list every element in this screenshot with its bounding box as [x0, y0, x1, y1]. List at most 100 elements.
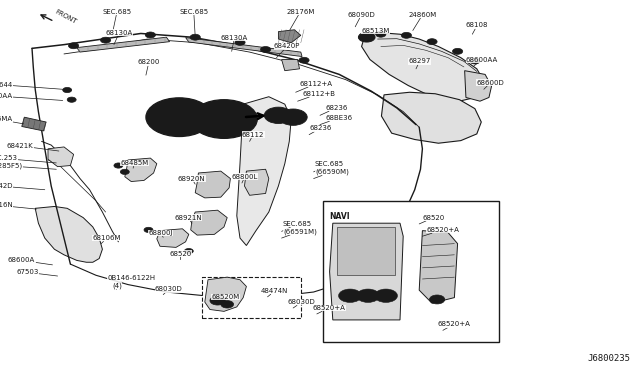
Text: 68108: 68108 [466, 22, 488, 34]
Circle shape [190, 34, 200, 40]
Text: 68421K: 68421K [6, 143, 59, 151]
Polygon shape [77, 37, 170, 52]
Text: 68520+A: 68520+A [422, 227, 459, 236]
Polygon shape [362, 33, 483, 102]
Text: 68030D: 68030D [288, 299, 316, 308]
Circle shape [221, 301, 234, 308]
Polygon shape [125, 158, 157, 182]
Circle shape [362, 35, 371, 40]
Bar [202, 277, 301, 318]
Text: 68106M: 68106M [93, 235, 122, 244]
Text: 67503: 67503 [16, 269, 58, 276]
Polygon shape [282, 60, 300, 71]
Polygon shape [330, 223, 403, 320]
Text: 68600D: 68600D [477, 80, 504, 89]
Circle shape [356, 289, 380, 302]
Text: 28176M: 28176M [286, 9, 314, 30]
Text: 68520: 68520 [170, 251, 192, 260]
Text: 68600AA: 68600AA [466, 57, 498, 66]
Text: 68520: 68520 [419, 215, 445, 224]
Polygon shape [244, 169, 269, 195]
Text: (66591M): (66591M) [282, 228, 317, 238]
Text: 68920N: 68920N [178, 176, 205, 184]
Text: 68130A: 68130A [221, 35, 248, 51]
Circle shape [427, 39, 437, 45]
Circle shape [145, 32, 156, 38]
Text: 68297: 68297 [408, 58, 431, 69]
Text: FRONT: FRONT [54, 9, 78, 25]
Polygon shape [337, 227, 395, 275]
Text: SEC.685: SEC.685 [102, 9, 132, 35]
Polygon shape [35, 206, 102, 262]
Text: 68030D: 68030D [155, 286, 182, 295]
Text: 68112+A: 68112+A [296, 81, 333, 92]
Text: 68800L: 68800L [232, 174, 258, 183]
Text: 48474N: 48474N [261, 288, 289, 297]
Text: SEC.685: SEC.685 [282, 221, 312, 231]
Text: 68921N: 68921N [174, 215, 202, 223]
Circle shape [260, 46, 271, 52]
Circle shape [68, 43, 79, 49]
Text: 68485M: 68485M [120, 160, 148, 168]
Text: 68200: 68200 [138, 60, 160, 75]
Polygon shape [186, 38, 302, 57]
Text: 68420P: 68420P [274, 44, 300, 58]
Polygon shape [22, 117, 46, 131]
Circle shape [100, 37, 111, 43]
Polygon shape [157, 229, 189, 247]
Text: SEC.253: SEC.253 [0, 155, 56, 163]
Circle shape [63, 87, 72, 93]
Circle shape [114, 163, 123, 168]
Circle shape [235, 39, 245, 45]
Polygon shape [205, 277, 246, 311]
Text: 68090D: 68090D [348, 12, 375, 27]
Text: 68112+B: 68112+B [298, 91, 335, 101]
Text: 24860M: 24860M [408, 12, 436, 31]
Circle shape [299, 57, 309, 63]
Text: SEC.685: SEC.685 [314, 161, 344, 172]
Text: 68800J: 68800J [148, 230, 173, 237]
Text: 68210AA: 68210AA [0, 93, 63, 100]
Text: 68BE36: 68BE36 [320, 115, 352, 125]
Polygon shape [278, 30, 301, 43]
Circle shape [146, 98, 212, 137]
Circle shape [210, 296, 225, 305]
Text: (285F5): (285F5) [0, 163, 56, 169]
Text: 68116N: 68116N [0, 202, 36, 209]
Circle shape [452, 48, 463, 54]
Text: 68520+A: 68520+A [312, 305, 345, 314]
Text: (66590M): (66590M) [314, 169, 349, 179]
Text: 68236: 68236 [320, 105, 348, 115]
Text: 68112: 68112 [242, 132, 264, 141]
Circle shape [264, 107, 292, 124]
Text: 68644: 68644 [0, 82, 63, 89]
Text: 68513M: 68513M [362, 28, 390, 38]
Circle shape [120, 169, 129, 174]
Polygon shape [465, 71, 492, 101]
Polygon shape [237, 97, 291, 246]
Text: NAVI: NAVI [330, 212, 350, 221]
Polygon shape [381, 92, 481, 143]
Circle shape [358, 32, 375, 42]
Text: 68600A: 68600A [8, 257, 52, 265]
Text: J6800235: J6800235 [588, 354, 630, 363]
Circle shape [191, 100, 257, 138]
Circle shape [339, 289, 362, 302]
Text: 68520+A: 68520+A [437, 321, 470, 330]
Circle shape [401, 32, 412, 38]
Circle shape [374, 289, 397, 302]
Circle shape [184, 248, 193, 254]
Text: 28176MA: 28176MA [0, 116, 24, 124]
Text: (4): (4) [112, 282, 122, 289]
Text: 68236: 68236 [309, 125, 332, 135]
Polygon shape [195, 171, 230, 198]
Text: SEC.685: SEC.685 [179, 9, 209, 36]
Circle shape [279, 109, 307, 125]
Circle shape [67, 97, 76, 102]
Text: 68042D: 68042D [0, 183, 45, 190]
Text: 0B146-6122H: 0B146-6122H [108, 275, 156, 283]
Bar [323, 201, 499, 342]
Circle shape [470, 58, 480, 64]
Polygon shape [48, 147, 74, 167]
Text: 68520M: 68520M [211, 294, 239, 302]
